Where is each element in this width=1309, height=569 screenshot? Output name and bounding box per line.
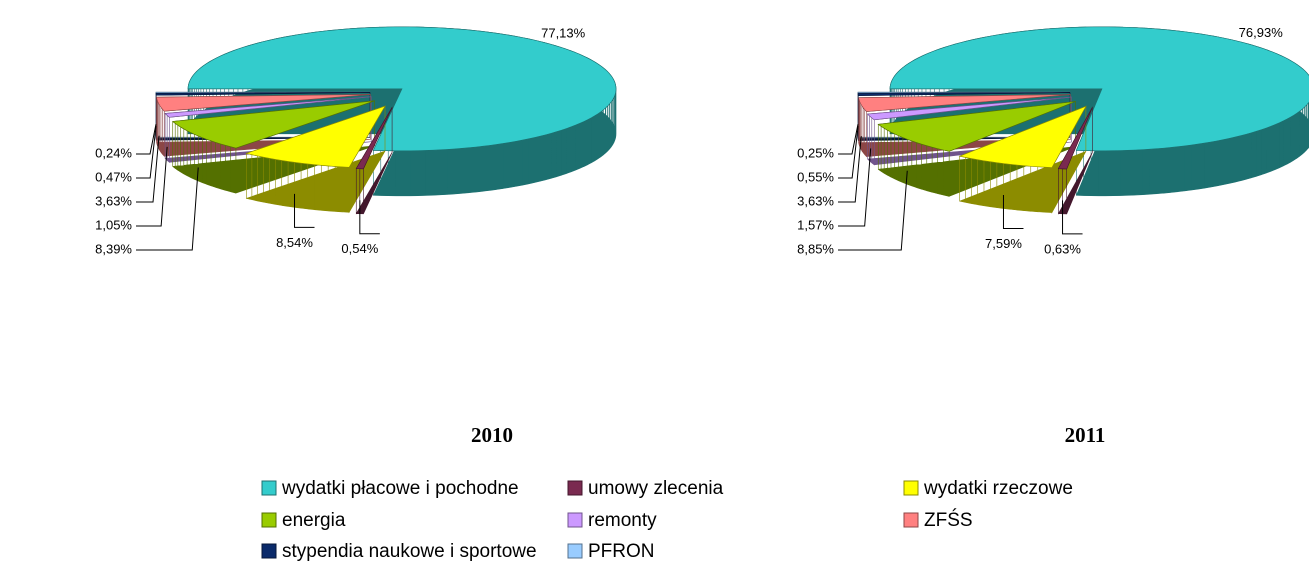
- legend-swatch: [903, 512, 919, 528]
- legend-swatch: [261, 543, 277, 559]
- legend-label: PFRON: [588, 541, 655, 562]
- slice: [355, 107, 393, 170]
- slice: [171, 100, 375, 149]
- slice-side: [155, 92, 371, 141]
- leader-line: [359, 200, 380, 235]
- legend-label: umowy zlecenia: [588, 478, 724, 499]
- slice: [857, 91, 1071, 94]
- data-label: 8,39%: [95, 241, 132, 256]
- data-label: 1,57%: [797, 217, 834, 232]
- data-label: 0,24%: [95, 145, 132, 160]
- leader-line: [838, 124, 859, 155]
- leader-line: [136, 146, 168, 227]
- slice-side: [857, 92, 1071, 141]
- data-label: 0,25%: [797, 145, 834, 160]
- data-label: 3,63%: [95, 193, 132, 208]
- data-label: 1,05%: [95, 217, 132, 232]
- slice: [164, 96, 372, 118]
- legend-label: energia: [282, 510, 346, 531]
- slice: [857, 92, 1071, 96]
- slice: [155, 91, 371, 94]
- legend-label: wydatki rzeczowe: [923, 478, 1073, 499]
- leader-line: [838, 170, 908, 251]
- leader-line: [136, 135, 160, 203]
- data-label: 76,93%: [1239, 25, 1284, 40]
- leader-line: [136, 123, 157, 155]
- leader-line: [1002, 194, 1024, 229]
- leader-line: [838, 148, 872, 227]
- slice: [866, 96, 1072, 121]
- data-label: 7,59%: [985, 236, 1022, 251]
- slice: [889, 26, 1309, 152]
- slice: [155, 92, 371, 96]
- slice: [1057, 107, 1093, 170]
- legend-swatch: [567, 512, 583, 528]
- leader-line: [838, 126, 859, 179]
- leader-line: [838, 136, 862, 203]
- legend-swatch: [567, 480, 583, 496]
- data-label: 3,63%: [797, 193, 834, 208]
- legend-label: remonty: [588, 510, 657, 531]
- legend-swatch: [261, 512, 277, 528]
- chart-title: 2010: [471, 423, 513, 447]
- legend-label: stypendia naukowe i sportowe: [282, 541, 537, 562]
- slice: [877, 101, 1076, 152]
- slice: [958, 105, 1087, 168]
- legend-label: wydatki płacowe i pochodne: [281, 478, 519, 499]
- data-label: 0,63%: [1044, 241, 1081, 256]
- leader-line: [136, 167, 199, 251]
- data-label: 0,54%: [341, 241, 378, 256]
- data-label: 0,55%: [797, 169, 834, 184]
- data-label: 8,54%: [276, 235, 313, 250]
- slice: [187, 26, 617, 152]
- data-label: 8,85%: [797, 241, 834, 256]
- data-label: 77,13%: [541, 25, 586, 40]
- legend-label: ZFŚS: [924, 509, 973, 531]
- slice: [156, 94, 371, 112]
- slice: [858, 94, 1071, 112]
- legend-swatch: [903, 480, 919, 496]
- slice: [245, 105, 386, 168]
- leader-line: [136, 125, 157, 179]
- data-label: 0,47%: [95, 169, 132, 184]
- leader-line: [1062, 200, 1083, 235]
- leader-line: [294, 193, 315, 228]
- legend-swatch: [261, 480, 277, 496]
- legend-swatch: [567, 543, 583, 559]
- chart-title: 2011: [1065, 423, 1106, 447]
